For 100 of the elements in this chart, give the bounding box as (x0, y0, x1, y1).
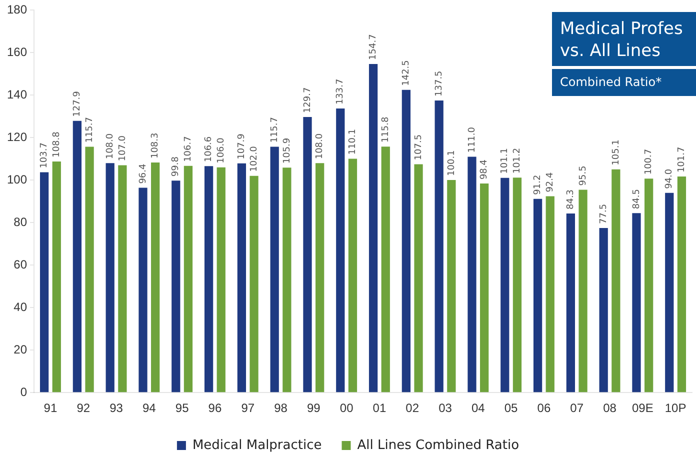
data-label: 96.4 (138, 163, 148, 184)
bar (512, 178, 522, 392)
bar (447, 180, 456, 392)
bar (106, 163, 114, 392)
x-tick-label: 06 (537, 401, 551, 416)
data-label: 99.8 (171, 156, 182, 177)
x-tick-label: 96 (208, 401, 222, 416)
data-label: 115.7 (84, 117, 95, 143)
data-label: 102.0 (249, 146, 260, 172)
bar (612, 169, 620, 392)
bar (216, 167, 226, 392)
data-label: 108.0 (315, 133, 326, 160)
data-label: 106.0 (216, 137, 226, 164)
data-label: 107.5 (414, 134, 424, 160)
y-tick-label: 180 (6, 2, 28, 17)
data-label: 101.7 (677, 146, 688, 173)
data-label: 95.5 (578, 166, 588, 186)
legend-label: Medical Malpractice (192, 438, 322, 453)
data-label: 101.2 (512, 148, 523, 174)
bar (632, 213, 641, 392)
data-label: 77.5 (598, 204, 609, 224)
x-tick-label: 08 (603, 401, 617, 416)
bar (138, 188, 148, 392)
data-label: 94.0 (664, 168, 675, 189)
bar (578, 190, 588, 392)
bar (381, 146, 390, 392)
data-label: 84.5 (632, 189, 642, 210)
data-label: 103.7 (40, 142, 50, 168)
bar (172, 180, 180, 392)
x-tick-label: 03 (438, 401, 452, 416)
bar (368, 64, 378, 392)
bar (72, 120, 82, 392)
x-tick-label: 92 (76, 401, 90, 416)
data-label: 137.5 (434, 70, 444, 96)
data-label: 111.0 (467, 126, 478, 153)
data-label: 98.4 (480, 159, 490, 180)
x-tick-label: 98 (274, 401, 288, 416)
bar (282, 168, 292, 392)
data-label: 101.1 (500, 148, 510, 174)
data-label: 106.7 (184, 136, 194, 162)
bar (599, 228, 608, 392)
x-tick-label: 01 (372, 401, 386, 416)
bar (303, 117, 312, 392)
data-label: 108.3 (150, 132, 161, 159)
bar (644, 178, 654, 392)
x-tick-label: 10P (664, 401, 686, 416)
data-label: 91.2 (533, 174, 544, 195)
bar (270, 146, 279, 392)
bar (250, 176, 258, 392)
y-tick-label: 40 (14, 300, 28, 314)
y-tick-label: 0 (20, 384, 28, 399)
bar (533, 198, 542, 392)
bar (480, 184, 489, 392)
x-tick-label: 94 (142, 401, 156, 416)
y-tick-label: 100 (6, 172, 28, 186)
bar (40, 172, 49, 392)
bar (316, 163, 324, 392)
data-label: 107.9 (237, 133, 248, 160)
y-tick-label: 80 (14, 214, 28, 229)
bar (414, 164, 423, 392)
bar (677, 176, 686, 392)
x-tick-label: 91 (44, 401, 58, 416)
data-label: 129.7 (302, 87, 313, 114)
data-label: 115.8 (380, 116, 391, 143)
x-tick-label: 93 (110, 401, 124, 416)
data-label: 115.7 (270, 117, 280, 143)
legend-label: All Lines Combined Ratio (357, 438, 520, 453)
y-tick-label: 20 (14, 342, 28, 356)
bar (546, 196, 554, 392)
data-label: 84.3 (566, 189, 576, 210)
bar (151, 162, 160, 392)
x-tick-label: 05 (504, 401, 518, 416)
data-label: 100.7 (644, 148, 654, 175)
y-tick-label: 160 (6, 45, 28, 59)
x-tick-label: 00 (340, 401, 354, 416)
data-label: 108.8 (52, 131, 62, 158)
bar (184, 166, 193, 392)
data-label: 100.1 (446, 150, 457, 176)
bar (204, 166, 214, 392)
data-label: 127.9 (72, 90, 83, 117)
data-label: 92.4 (545, 172, 556, 192)
bar (665, 192, 674, 392)
bar (237, 163, 246, 392)
bar (348, 158, 358, 392)
bar (468, 156, 476, 392)
data-label: 107.0 (118, 135, 128, 162)
y-tick-label: 120 (6, 130, 28, 144)
data-label: 133.7 (336, 78, 346, 105)
x-tick-label: 99 (306, 401, 321, 416)
bar (336, 108, 345, 392)
data-label: 105.1 (611, 140, 622, 166)
data-label: 154.7 (368, 34, 379, 60)
data-label: 105.9 (282, 138, 292, 164)
bar (402, 90, 411, 392)
x-tick-label: 02 (406, 401, 420, 416)
data-label: 106.6 (204, 136, 214, 162)
data-label: 110.1 (348, 128, 358, 155)
x-tick-label: 04 (471, 401, 486, 416)
y-tick-label: 60 (14, 257, 28, 272)
x-tick-label: 07 (570, 401, 584, 416)
